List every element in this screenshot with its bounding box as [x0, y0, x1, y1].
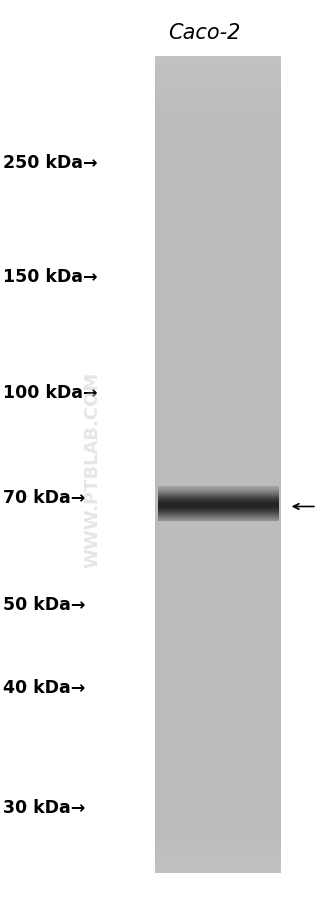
Text: 40 kDa→: 40 kDa→ [3, 678, 85, 696]
Text: Caco-2: Caco-2 [168, 23, 241, 42]
Text: WWW.PTBLAB.COM: WWW.PTBLAB.COM [83, 371, 101, 567]
Text: 30 kDa→: 30 kDa→ [3, 798, 85, 816]
Text: 70 kDa→: 70 kDa→ [3, 489, 85, 507]
Text: 50 kDa→: 50 kDa→ [3, 595, 86, 613]
Text: 100 kDa→: 100 kDa→ [3, 383, 98, 401]
Text: 250 kDa→: 250 kDa→ [3, 153, 98, 171]
Text: 150 kDa→: 150 kDa→ [3, 268, 98, 286]
